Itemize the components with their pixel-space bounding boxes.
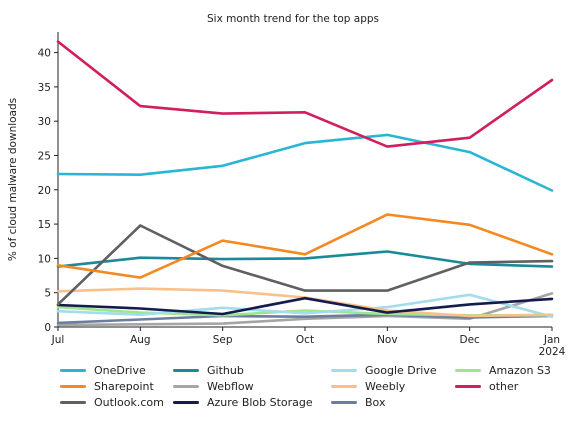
x-tick-label: Sep — [213, 334, 233, 346]
legend-item-onedrive: OneDrive — [60, 362, 146, 378]
x-tick-label: Aug — [130, 334, 151, 346]
x-tick-label: Oct — [296, 334, 314, 346]
x-tick-year-label: 2024 — [539, 346, 566, 358]
y-tick-label: 15 — [38, 219, 51, 231]
series-line-google-drive — [56, 293, 554, 319]
legend-swatch — [331, 384, 357, 388]
legend-swatch — [455, 384, 481, 388]
series-line-onedrive — [56, 133, 554, 192]
line-chart: Six month trend for the top apps % of cl… — [7, 13, 566, 358]
legend-label: Google Drive — [365, 363, 437, 377]
y-axis-label: % of cloud malware downloads — [7, 98, 19, 261]
legend-item-outlook-com: Outlook.com — [60, 394, 164, 410]
x-tick-label: Jul — [51, 334, 65, 346]
legend-label: Box — [365, 395, 386, 409]
legend-swatch — [455, 368, 481, 372]
legend-item-box: Box — [331, 394, 385, 410]
chart-title: Six month trend for the top apps — [207, 13, 379, 25]
legend-swatch — [60, 368, 86, 372]
series-line-box — [56, 313, 554, 325]
x-tick-label: Nov — [377, 334, 398, 346]
legend-item-github: Github — [173, 362, 244, 378]
legend-swatch — [331, 368, 357, 372]
series-lines — [56, 40, 554, 327]
series-line-other — [56, 40, 554, 148]
legend-label: other — [489, 379, 519, 393]
y-tick-label: 30 — [38, 116, 51, 128]
axes: 0 5 10 15 20 25 30 35 40 Jul Aug Sep Oct Nov Dec Jan202… — [38, 32, 566, 358]
y-tick-label: 35 — [38, 82, 51, 94]
legend-label: Webflow — [207, 379, 254, 393]
x-tick-label: Jan — [543, 334, 560, 346]
series-line-azure-blob-storage — [56, 296, 554, 316]
legend-label: Sharepoint — [94, 379, 154, 393]
legend-swatch — [60, 384, 86, 388]
series-line-github — [56, 250, 554, 268]
legend-label: Amazon S3 — [489, 363, 551, 377]
legend-swatch — [60, 400, 86, 404]
y-tick-label: 10 — [38, 253, 51, 265]
legend-label: OneDrive — [94, 363, 146, 377]
legend: OneDrive Github Google Drive Amazon S3 Share… — [60, 362, 580, 412]
legend-swatch — [173, 368, 199, 372]
legend-item-azure-blob-storage: Azure Blob Storage — [173, 394, 313, 410]
y-tick-label: 25 — [38, 150, 51, 162]
series-line-webflow — [56, 292, 554, 327]
legend-label: Github — [207, 363, 244, 377]
y-tick-label: 0 — [44, 322, 51, 334]
series-line-sharepoint — [56, 213, 554, 279]
legend-item-webflow: Webflow — [173, 378, 254, 394]
y-tick-label: 20 — [38, 185, 51, 197]
x-tick-label: Dec — [460, 334, 481, 346]
y-tick-label: 5 — [44, 288, 51, 300]
series-line-outlook-com — [56, 224, 554, 306]
legend-item-google-drive: Google Drive — [331, 362, 437, 378]
y-tick-label: 40 — [38, 48, 51, 60]
legend-label: Weebly — [365, 379, 406, 393]
legend-item-weebly: Weebly — [331, 378, 405, 394]
legend-label: Azure Blob Storage — [207, 395, 313, 409]
legend-swatch — [173, 384, 199, 388]
legend-item-sharepoint: Sharepoint — [60, 378, 154, 394]
legend-item-amazon-s3: Amazon S3 — [455, 362, 551, 378]
legend-swatch — [331, 400, 357, 404]
legend-label: Outlook.com — [94, 395, 164, 409]
legend-item-other: other — [455, 378, 518, 394]
legend-swatch — [173, 400, 199, 404]
